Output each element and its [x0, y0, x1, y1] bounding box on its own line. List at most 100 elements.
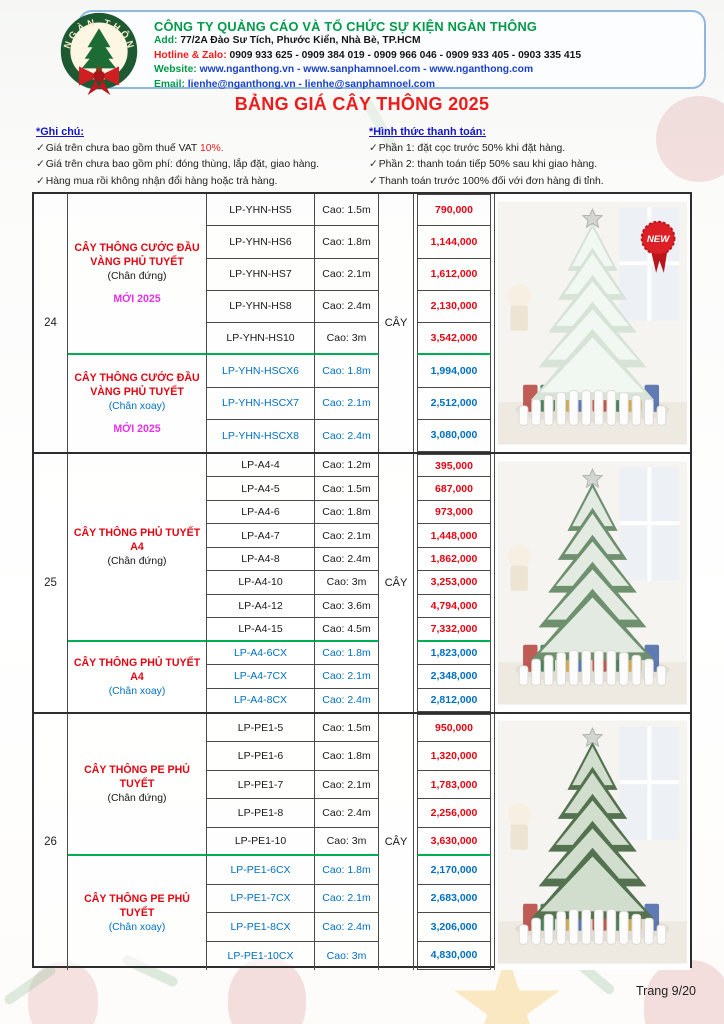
check-icon: ✓ [369, 159, 378, 171]
check-icon: ✓ [36, 175, 45, 187]
height-cell: Cao: 1.8m [315, 500, 379, 525]
height-cell: Cao: 2.1m [315, 387, 379, 420]
price-cell: 3,630,000 [417, 827, 491, 857]
stand-type: (Chân xoay) [108, 685, 166, 697]
company-name: CÔNG TY QUẢNG CÁO VÀ TỔ CHỨC SỰ KIỆN NGÀ… [154, 19, 538, 34]
product-code-cell: LP-YHN-HSCX6 [207, 355, 315, 388]
pine-sprig-decoration [2, 963, 58, 1007]
product-name: CÂY THÔNG PE PHỦ TUYẾT [84, 764, 190, 791]
product-code-cell: LP-PE1-5 [207, 714, 315, 743]
new-2025-tag: MỚI 2025 [113, 422, 161, 435]
page-number: Trang 9/20 [636, 984, 696, 998]
logo-bow-icon [78, 66, 120, 96]
product-code-cell: LP-YHN-HS10 [207, 323, 315, 356]
price-cell: 3,542,000 [417, 323, 491, 356]
height-cell: Cao: 3m [315, 323, 379, 356]
product-code-cell: LP-PE1-6 [207, 742, 315, 771]
table-section-25: 25 CÂY THÔNG PHỦ TUYẾT A4 (Chân đứng) LP-A4… [34, 454, 690, 714]
price-cell: 4,830,000 [417, 941, 491, 970]
header-info-line: Email: lienhe@nganthong.vn - lienhe@sanp… [154, 78, 696, 93]
product-code-cell: LP-A4-5 [207, 477, 315, 501]
height-cell: Cao: 3m [315, 941, 379, 970]
height-cell: Cao: 2.1m [315, 770, 379, 800]
product-image: NEW [494, 194, 690, 452]
header-info-line: Website: www.nganthong.vn - www.sanphamn… [154, 63, 696, 78]
note-item: ✓Phần 2: thanh toán tiếp 50% sau khi gia… [369, 157, 696, 173]
price-cell: 1,448,000 [417, 524, 491, 548]
header-info-line: Add: 77/2A Đào Sư Tích, Phước Kiển, Nhà … [154, 34, 696, 49]
product-code-cell: LP-A4-12 [207, 594, 315, 619]
check-icon: ✓ [369, 143, 378, 155]
product-name-cell: CÂY THÔNG PHỦ TUYẾT A4 (Chân xoay) [68, 641, 207, 712]
price-cell: 687,000 [417, 477, 491, 501]
height-cell: Cao: 2.1m [315, 524, 379, 548]
product-code-cell: LP-YHN-HS6 [207, 226, 315, 259]
note-text: 10%. [199, 143, 224, 155]
product-code-cell: LP-A4-7CX [207, 665, 315, 689]
svg-text:NEW: NEW [647, 234, 670, 245]
price-cell: 1,144,000 [417, 226, 491, 259]
unit-cell: CÂY [379, 714, 414, 970]
product-code-cell: LP-PE1-7 [207, 770, 315, 800]
notes-left-title: *Ghi chú: [36, 126, 84, 138]
info-label: Add: [154, 35, 181, 46]
unit-cell: CÂY [379, 194, 414, 452]
price-cell: 3,080,000 [417, 419, 491, 452]
product-image [494, 454, 690, 712]
company-logo: NGÀN THÔNG [51, 3, 142, 96]
height-cell: Cao: 1.8m [315, 856, 379, 885]
price-cell: 1,994,000 [417, 355, 491, 388]
note-text: Hàng mua rồi không nhận đổi hàng hoặc tr… [45, 175, 278, 187]
info-link[interactable]: lienhe@nganthong.vn - lienhe@sanphamnoel… [187, 78, 435, 90]
height-cell: Cao: 3.6m [315, 594, 379, 619]
height-cell: Cao: 2.4m [315, 290, 379, 323]
price-cell: 790,000 [417, 194, 491, 227]
price-cell: 973,000 [417, 500, 491, 525]
height-cell: Cao: 1.5m [315, 477, 379, 501]
price-cell: 2,812,000 [417, 688, 491, 712]
page-title: BẢNG GIÁ CÂY THÔNG 2025 [234, 94, 490, 114]
price-cell: 1,862,000 [417, 547, 491, 572]
notes-right: *Hình thức thanh toán: ✓Phần 1: đặt cọc … [363, 124, 696, 190]
info-label: Website: [154, 64, 200, 76]
product-code-cell: LP-PE1-8 [207, 799, 315, 828]
product-code-cell: LP-A4-15 [207, 618, 315, 642]
table-section-26: 26 CÂY THÔNG PE PHỦ TUYẾT (Chân đứng) LP-PE… [34, 714, 690, 970]
note-text: Thanh toán trước 100% đối với đơn hàng đ… [378, 175, 604, 187]
price-cell: 2,512,000 [417, 387, 491, 420]
height-cell: Cao: 1.5m [315, 714, 379, 743]
note-item: ✓Phần 1: đặt cọc trước 50% khi đặt hàng. [369, 141, 696, 157]
stand-type: (Chân đứng) [107, 555, 167, 567]
product-code-cell: LP-PE1-8CX [207, 913, 315, 942]
product-code-cell: LP-A4-6 [207, 500, 315, 525]
info-value: 0909 933 625 - 0909 384 019 - 0909 966 0… [229, 49, 582, 61]
section-number: 25 [34, 454, 68, 712]
price-cell: 1,612,000 [417, 258, 491, 291]
price-cell: 1,823,000 [417, 641, 491, 666]
product-code-cell: LP-A4-8CX [207, 688, 315, 712]
price-table: 24 CÂY THÔNG CƯỚC ĐẦU VÀNG PHỦ TUYẾT (Chân… [32, 192, 692, 970]
stand-type: (Chân xoay) [108, 921, 166, 933]
info-link[interactable]: www.nganthong.vn - www.sanphamnoel.com -… [199, 64, 534, 76]
section-number: 24 [34, 194, 68, 452]
company-header: CÔNG TY QUẢNG CÁO VÀ TỔ CHỨC SỰ KIỆN NGÀ… [78, 10, 706, 90]
check-icon: ✓ [369, 175, 378, 187]
stand-type: (Chân đứng) [107, 270, 167, 282]
price-cell: 3,253,000 [417, 571, 491, 595]
product-name-cell: CÂY THÔNG PE PHỦ TUYẾT (Chân đứng) [68, 714, 207, 857]
price-cell: 7,332,000 [417, 618, 491, 642]
height-cell: Cao: 3m [315, 571, 379, 595]
product-code-cell: LP-PE1-10 [207, 827, 315, 857]
product-name-cell: CÂY THÔNG CƯỚC ĐẦU VÀNG PHỦ TUYẾT (Chân đ… [68, 194, 207, 356]
height-cell: Cao: 1.8m [315, 641, 379, 666]
price-cell: 950,000 [417, 714, 491, 743]
table-section-24: 24 CÂY THÔNG CƯỚC ĐẦU VÀNG PHỦ TUYẾT (Chân… [34, 194, 690, 454]
height-cell: Cao: 1.2m [315, 454, 379, 478]
note-text: Giá trên chưa bao gồm phí: đóng thùng, l… [45, 159, 319, 171]
product-code-cell: LP-YHN-HS5 [207, 194, 315, 227]
product-code-cell: LP-YHN-HS8 [207, 290, 315, 323]
section-number: 26 [34, 714, 68, 970]
stand-type: (Chân xoay) [108, 400, 166, 412]
notes-left: *Ghi chú: ✓Giá trên chưa bao gồm thuế VA… [36, 124, 363, 190]
